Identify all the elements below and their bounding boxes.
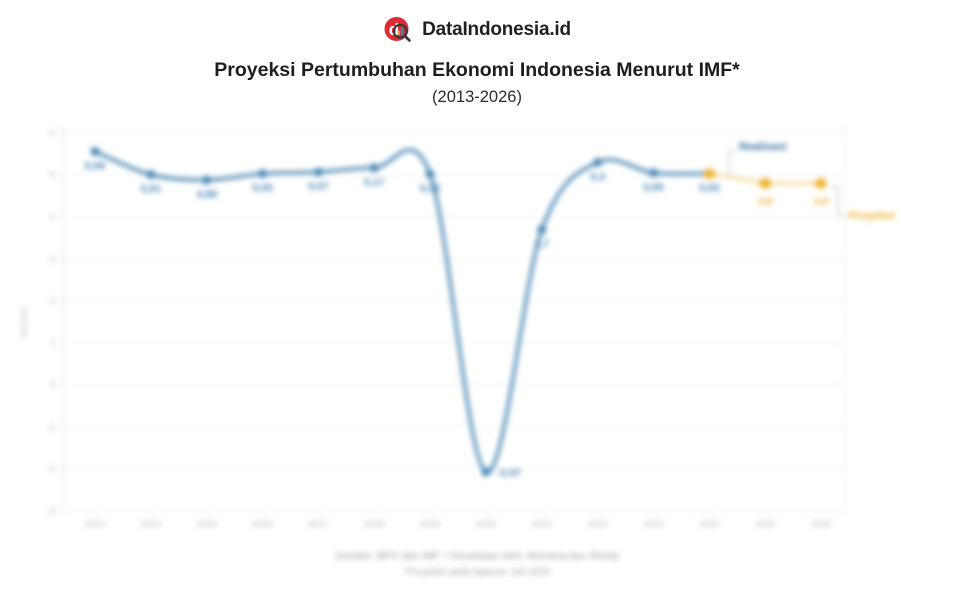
annotation-label-realisasi: Realisasi <box>739 141 787 153</box>
y-tick-label: 0 <box>50 380 55 390</box>
magnifier-icon <box>392 23 411 42</box>
x-tick-label: 2015 <box>197 519 217 529</box>
data-label-2025: 4,8 <box>758 195 773 207</box>
data-label-2023: 5,05 <box>643 181 664 193</box>
x-tick-label: 2017 <box>308 519 328 529</box>
data-point-realisasi-2020 <box>481 467 491 477</box>
y-tick-label: 3 <box>50 254 55 264</box>
data-label-2019: 5,02 <box>420 183 441 195</box>
y-tick-label: 2 <box>50 296 55 306</box>
data-label-2013: 5,56 <box>85 160 106 172</box>
x-tick-label: 2021 <box>532 519 552 529</box>
y-axis-title: Persen <box>19 307 30 337</box>
y-tick-label: -1 <box>47 422 55 432</box>
page-subtitle: (2013-2026) <box>432 88 522 106</box>
data-point-realisasi-2015 <box>202 175 212 185</box>
data-point-realisasi-2019 <box>425 169 435 179</box>
y-tick-label: 6 <box>50 128 55 138</box>
data-point-realisasi-2021 <box>537 225 547 235</box>
x-tick-label: 2024 <box>699 519 719 529</box>
data-point-realisasi-2018 <box>369 163 379 173</box>
data-label-2026: 4,8 <box>814 195 829 207</box>
data-label-2014: 5,01 <box>141 183 162 195</box>
brand-header: d DataIndonesia.id <box>0 15 954 45</box>
data-point-realisasi-2017 <box>313 167 323 177</box>
annotation-connector-realisasi <box>728 150 736 176</box>
data-label-2017: 5,07 <box>308 181 329 193</box>
data-point-realisasi-2013 <box>90 146 100 156</box>
x-tick-label: 2019 <box>420 519 440 529</box>
x-tick-label: 2016 <box>253 519 273 529</box>
data-point-proyeksi-2026 <box>815 178 827 189</box>
data-label-2020: -2,07 <box>497 467 521 479</box>
data-label-2022: 5,3 <box>590 171 605 183</box>
x-tick-label: 2026 <box>811 519 831 529</box>
brand-text: DataIndonesia.id <box>422 19 571 40</box>
data-label-2016: 5,03 <box>252 182 273 194</box>
y-tick-label: -3 <box>47 506 55 516</box>
x-tick-label: 2023 <box>643 519 663 529</box>
source-text: Sumber: BPS dan IMF • Visualisasi oleh: … <box>334 550 620 562</box>
footnote-text: *Proyeksi pada laporan Juli 2025 <box>403 567 551 578</box>
y-tick-label: 1 <box>50 338 55 348</box>
x-tick-label: 2014 <box>141 519 161 529</box>
series-line-realisasi <box>93 148 712 474</box>
x-tick-label: 2013 <box>85 519 105 529</box>
data-point-proyeksi-2024 <box>703 168 715 180</box>
data-point-realisasi-2014 <box>146 170 156 180</box>
data-label-2021: 3,7 <box>534 238 549 250</box>
x-tick-label: 2025 <box>755 519 775 529</box>
y-tick-label: 5 <box>50 170 55 180</box>
page-title: Proyeksi Pertumbuhan Ekonomi Indonesia M… <box>214 59 740 81</box>
x-tick-label: 2020 <box>476 519 496 529</box>
annotation-connector-proyeksi <box>830 186 845 216</box>
x-tick-label: 2018 <box>364 519 384 529</box>
data-label-2018: 5,17 <box>364 176 385 188</box>
data-label-2015: 4,88 <box>196 189 217 201</box>
data-label-2024: 5,03 <box>699 182 720 194</box>
data-point-realisasi-2023 <box>649 168 658 178</box>
data-point-proyeksi-2025 <box>759 178 771 189</box>
y-tick-label: 4 <box>50 212 55 222</box>
dataindonesia-logo: d <box>384 17 411 42</box>
y-tick-label: -2 <box>47 464 55 474</box>
x-tick-label: 2022 <box>588 519 608 529</box>
data-point-realisasi-2022 <box>593 157 603 167</box>
annotation-label-proyeksi: Proyeksi <box>849 210 895 222</box>
data-point-realisasi-2016 <box>258 169 268 179</box>
logo-red-circle <box>384 17 409 41</box>
